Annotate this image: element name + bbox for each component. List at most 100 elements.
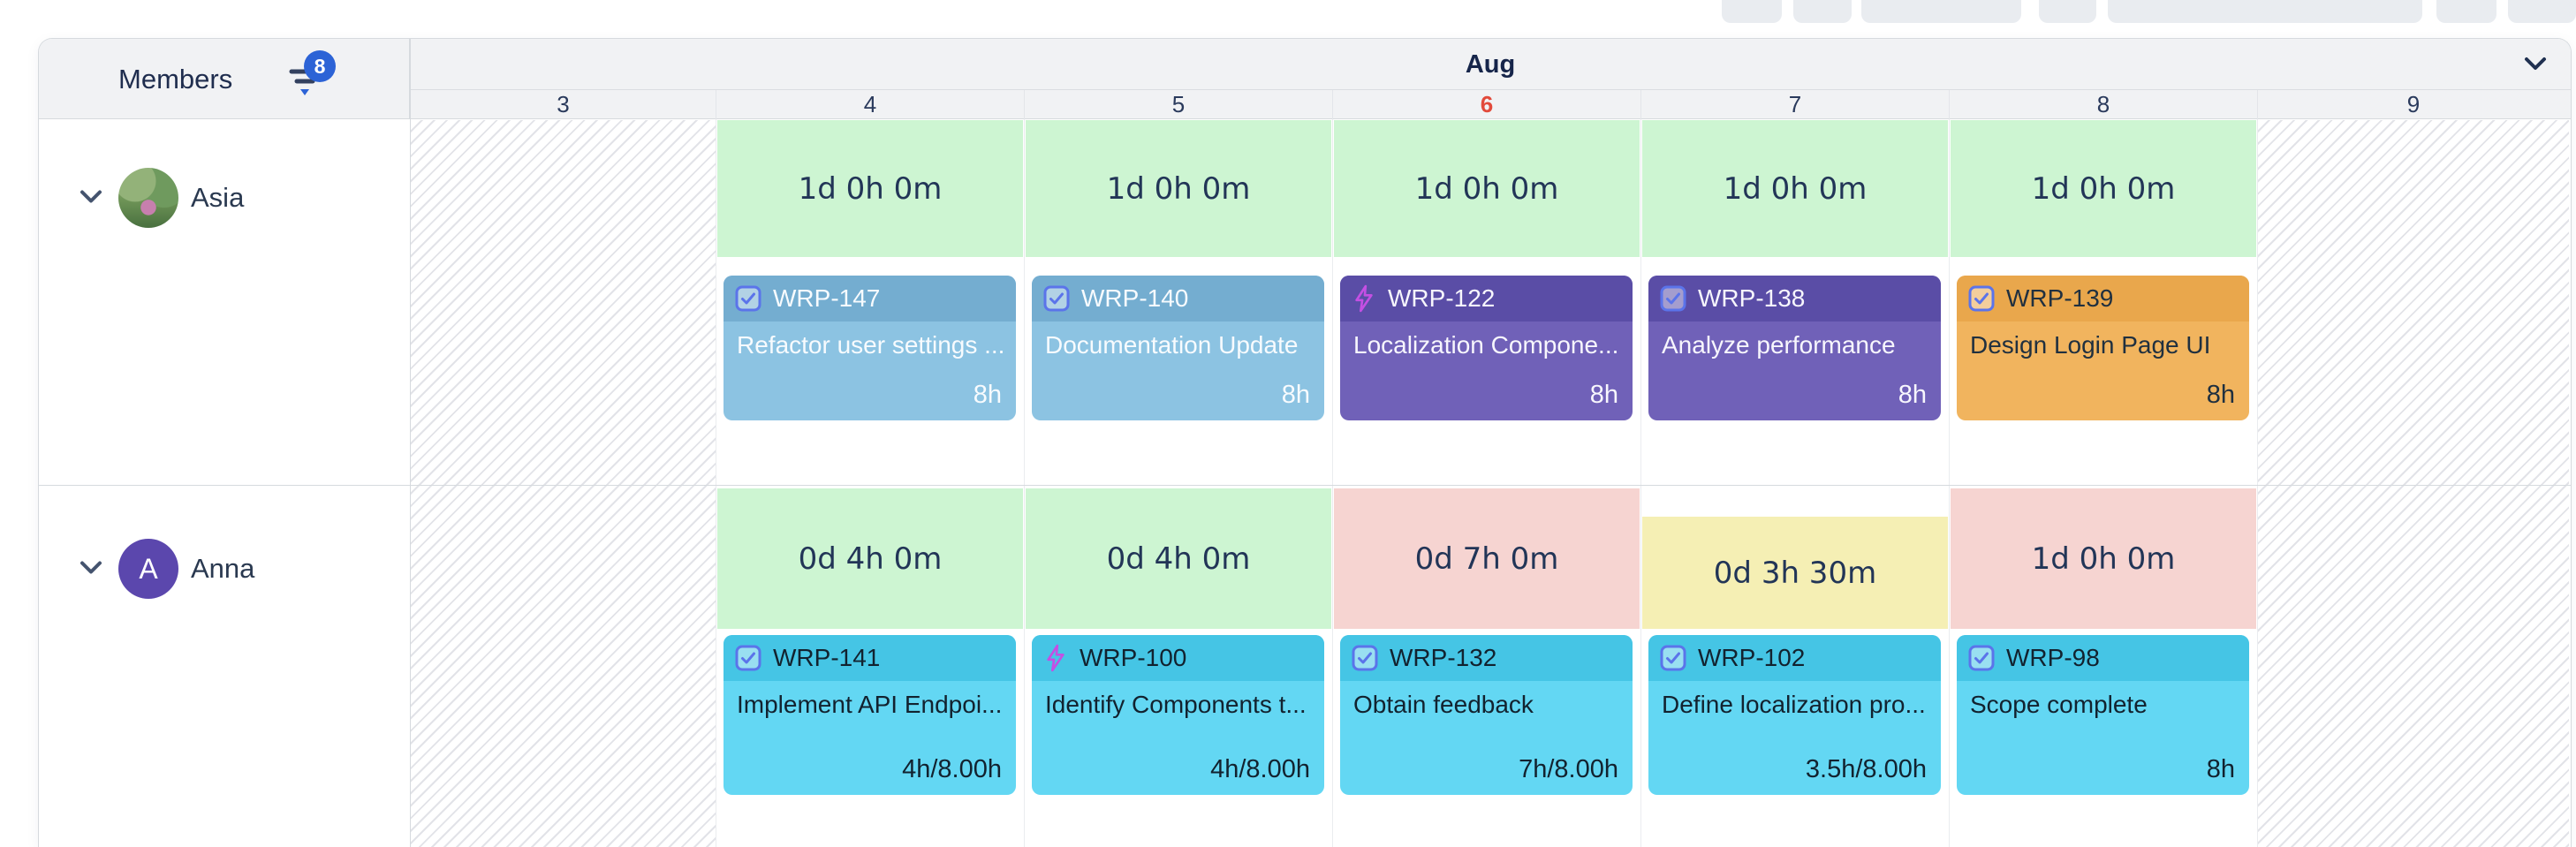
- toolbar-button-fragment[interactable]: [2508, 0, 2576, 23]
- task-checkbox-icon: [1352, 645, 1378, 671]
- task-card-wrp-147[interactable]: WRP-147 Refactor user settings ... 8h: [724, 276, 1016, 420]
- task-title: Documentation Update: [1045, 331, 1299, 359]
- column-grid-line: [1640, 119, 1641, 847]
- task-key: WRP-139: [2006, 284, 2114, 312]
- month-collapse-chevron-icon[interactable]: [2523, 56, 2548, 76]
- capacity-value: 1d 0h 0m: [798, 170, 943, 207]
- task-hours: 8h: [973, 381, 1002, 409]
- capacity-cell-day6[interactable]: 1d 0h 0m: [1334, 120, 1640, 257]
- month-label: Aug: [1465, 50, 1516, 79]
- task-card-wrp-141[interactable]: WRP-141 Implement API Endpoi... 4h/8.00h: [724, 635, 1016, 795]
- task-card-wrp-102[interactable]: WRP-102 Define localization pro... 3.5h/…: [1648, 635, 1941, 795]
- avatar: [118, 168, 178, 228]
- row-divider: [39, 485, 2571, 486]
- capacity-cell-day4[interactable]: 1d 0h 0m: [717, 120, 1023, 257]
- lightning-icon: [1043, 643, 1068, 673]
- task-card-header: WRP-102: [1648, 635, 1941, 681]
- task-card-header: WRP-138: [1648, 276, 1941, 321]
- day-header-4: 4: [716, 90, 1024, 119]
- task-hours: 8h: [1589, 381, 1618, 409]
- capacity-cell-day4[interactable]: 0d 4h 0m: [717, 488, 1023, 629]
- task-title: Scope complete: [1970, 691, 2148, 718]
- task-checkbox-icon: [735, 645, 761, 671]
- toolbar-button-fragment[interactable]: [1793, 0, 1852, 23]
- capacity-value: 1d 0h 0m: [2031, 170, 2176, 207]
- task-key: WRP-122: [1388, 284, 1496, 312]
- month-header-band: Aug: [410, 39, 2571, 90]
- avatar: A: [118, 539, 178, 599]
- task-card-wrp-139[interactable]: WRP-139 Design Login Page UI 8h: [1957, 276, 2249, 420]
- task-hours: 8h: [2206, 755, 2235, 783]
- capacity-cell-day8[interactable]: 1d 0h 0m: [1951, 488, 2256, 629]
- column-grid-line: [1024, 119, 1025, 847]
- chevron-down-icon[interactable]: [80, 561, 102, 579]
- day-header-3: 3: [410, 90, 716, 119]
- task-hours: 7h/8.00h: [1519, 755, 1618, 783]
- capacity-cell-day5[interactable]: 0d 4h 0m: [1026, 488, 1331, 629]
- members-timeline-divider: [410, 39, 411, 847]
- task-card-wrp-100[interactable]: WRP-100 Identify Components t... 4h/8.00…: [1032, 635, 1324, 795]
- task-key: WRP-141: [773, 644, 881, 671]
- member-name: Anna: [191, 553, 255, 584]
- capacity-value: 1d 0h 0m: [1723, 170, 1868, 207]
- avatar-initial: A: [139, 552, 158, 585]
- task-card-wrp-138[interactable]: WRP-138 Analyze performance 8h: [1648, 276, 1941, 420]
- toolbar-button-fragment[interactable]: [2108, 0, 2422, 23]
- task-card-wrp-122[interactable]: WRP-122 Localization Compone... 8h: [1340, 276, 1633, 420]
- toolbar-button-fragment[interactable]: [1722, 0, 1782, 23]
- task-hours: 8h: [1898, 381, 1927, 409]
- capacity-value: 1d 0h 0m: [2031, 541, 2176, 577]
- weekend-hatch: [2258, 120, 2569, 847]
- task-card-header: WRP-98: [1957, 635, 2249, 681]
- capacity-cell-day5[interactable]: 1d 0h 0m: [1026, 120, 1331, 257]
- filter-count-badge: 8: [304, 50, 336, 82]
- task-key: WRP-140: [1081, 284, 1189, 312]
- task-title: Refactor user settings ...: [737, 331, 1005, 359]
- task-title: Define localization pro...: [1662, 691, 1926, 718]
- task-key: WRP-98: [2006, 644, 2100, 671]
- capacity-value: 0d 3h 30m: [1713, 555, 1877, 591]
- members-header-cell: Members 8: [39, 39, 410, 119]
- capacity-cell-day8[interactable]: 1d 0h 0m: [1951, 120, 2256, 257]
- day-header-9: 9: [2257, 90, 2569, 119]
- task-key: WRP-138: [1698, 284, 1806, 312]
- task-checkbox-icon: [1968, 645, 1995, 671]
- member-name: Asia: [191, 182, 245, 213]
- task-card-wrp-132[interactable]: WRP-132 Obtain feedback 7h/8.00h: [1340, 635, 1633, 795]
- task-hours: 4h/8.00h: [902, 755, 1002, 783]
- task-title: Implement API Endpoi...: [737, 691, 1003, 718]
- task-card-header: WRP-100: [1032, 635, 1324, 681]
- toolbar-button-fragment[interactable]: [2039, 0, 2096, 23]
- day-header-8: 8: [1949, 90, 2257, 119]
- task-hours: 3.5h/8.00h: [1805, 755, 1927, 783]
- task-card-wrp-140[interactable]: WRP-140 Documentation Update 8h: [1032, 276, 1324, 420]
- task-hours: 4h/8.00h: [1210, 755, 1310, 783]
- capacity-cell-day6[interactable]: 0d 7h 0m: [1334, 488, 1640, 629]
- task-card-header: WRP-140: [1032, 276, 1324, 321]
- task-title: Design Login Page UI: [1970, 331, 2211, 359]
- task-hours: 8h: [1281, 381, 1310, 409]
- capacity-value: 0d 7h 0m: [1414, 541, 1559, 577]
- task-card-header: WRP-132: [1340, 635, 1633, 681]
- column-grid-line: [1949, 119, 1950, 847]
- task-checkbox-icon: [735, 285, 761, 312]
- capacity-cell-day7[interactable]: 1d 0h 0m: [1642, 120, 1948, 257]
- task-card-wrp-98[interactable]: WRP-98 Scope complete 8h: [1957, 635, 2249, 795]
- weekend-hatch: [411, 120, 716, 847]
- toolbar-button-fragment[interactable]: [1861, 0, 2021, 23]
- task-key: WRP-102: [1698, 644, 1806, 671]
- capacity-cell-day7[interactable]: 0d 3h 30m: [1642, 517, 1948, 629]
- task-card-header: WRP-141: [724, 635, 1016, 681]
- capacity-value: 1d 0h 0m: [1106, 170, 1251, 207]
- task-key: WRP-147: [773, 284, 881, 312]
- capacity-value: 0d 4h 0m: [1106, 541, 1251, 577]
- toolbar-button-fragment[interactable]: [2436, 0, 2496, 23]
- task-card-header: WRP-122: [1340, 276, 1633, 321]
- task-checkbox-icon: [1660, 645, 1686, 671]
- day-header-7: 7: [1640, 90, 1949, 119]
- task-title: Analyze performance: [1662, 331, 1896, 359]
- capacity-value: 1d 0h 0m: [1414, 170, 1559, 207]
- chevron-down-icon[interactable]: [80, 190, 102, 208]
